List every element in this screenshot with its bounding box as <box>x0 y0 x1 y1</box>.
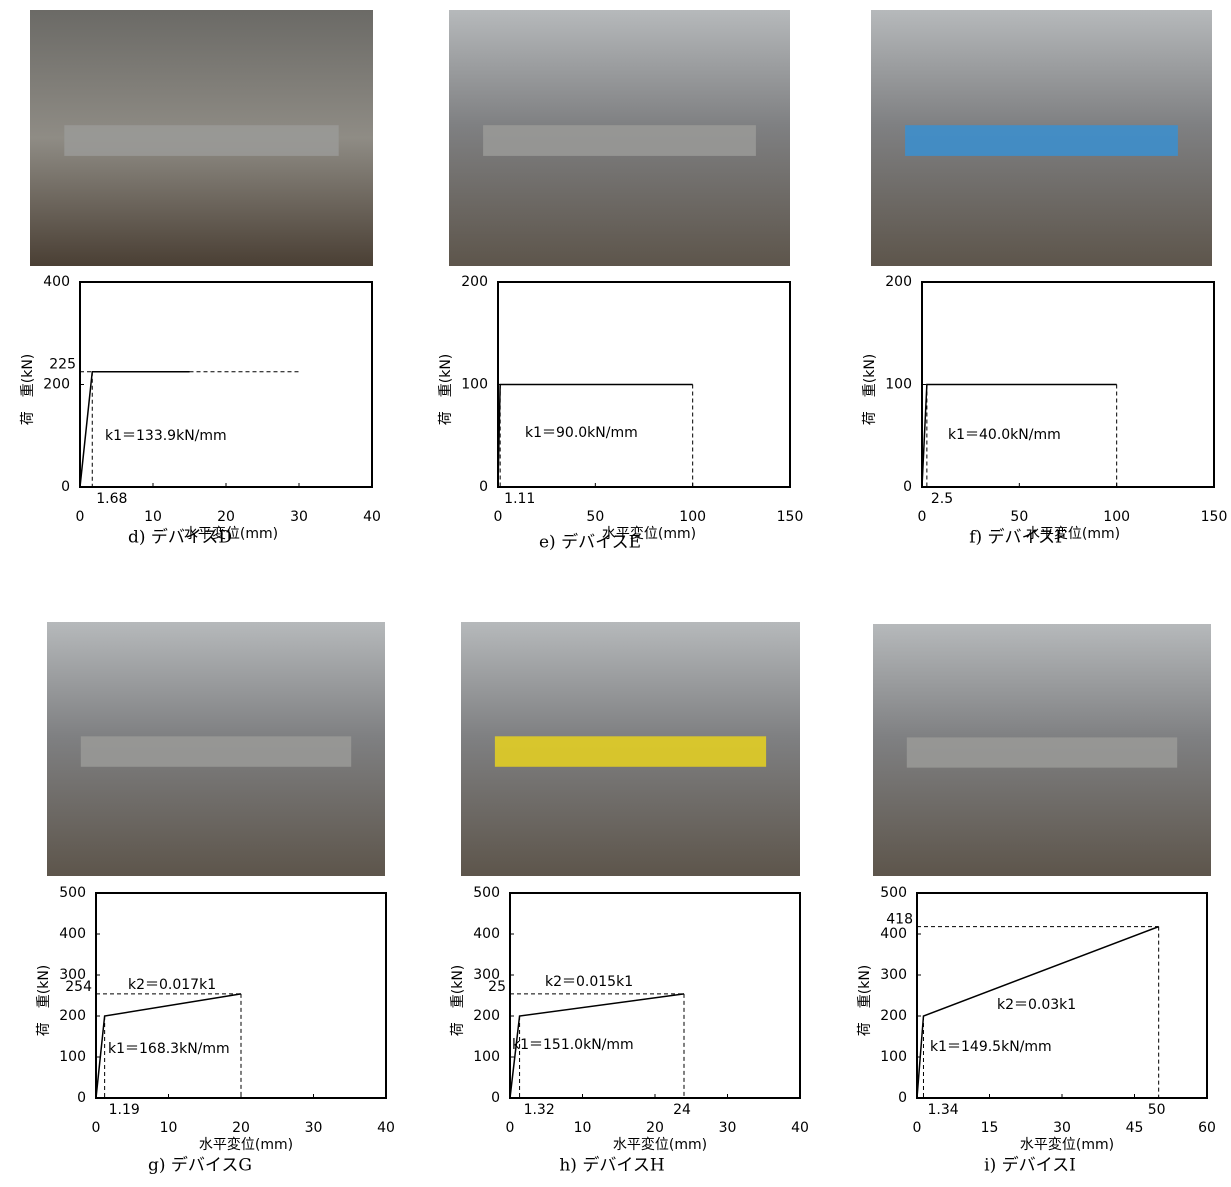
x-tick-label: 15 <box>981 1120 999 1136</box>
y-tick-label: 200 <box>59 1008 86 1024</box>
x-tick-label: 0 <box>494 509 503 525</box>
caption: i) デバイスI <box>984 1155 1076 1176</box>
y-marker-label: 418 <box>886 912 913 928</box>
x-marker-label: 1.34 <box>927 1102 958 1118</box>
x-marker-label: 24 <box>673 1102 691 1118</box>
annotation: k2＝0.017k1 <box>128 977 216 993</box>
y-axis-label: 荷 重(kN) <box>36 965 52 1037</box>
x-tick-label: 20 <box>217 509 235 525</box>
y-tick-label: 500 <box>59 885 86 901</box>
x-tick-label: 40 <box>791 1120 809 1136</box>
x-tick-label: 45 <box>1126 1120 1144 1136</box>
y-tick-label: 100 <box>473 1049 500 1065</box>
y-marker-label: 225 <box>49 357 76 373</box>
y-axis-label: 荷 重(kN) <box>450 965 466 1037</box>
x-tick-label: 30 <box>1053 1120 1071 1136</box>
photo-detail <box>483 125 756 156</box>
y-axis-label: 荷 重(kN) <box>857 965 873 1037</box>
y-tick-label: 0 <box>903 479 912 495</box>
x-tick-label: 40 <box>363 509 381 525</box>
x-tick-label: 60 <box>1198 1120 1216 1136</box>
annotation: k1＝90.0kN/mm <box>525 425 638 441</box>
y-tick-label: 500 <box>880 885 907 901</box>
y-axis-label: 荷 重(kN) <box>862 354 878 426</box>
y-tick-label: 400 <box>880 926 907 942</box>
y-tick-label: 400 <box>473 926 500 942</box>
x-marker-label: 1.19 <box>109 1102 140 1118</box>
annotation: k2＝0.015k1 <box>545 974 633 990</box>
caption: h) デバイスH <box>559 1155 664 1176</box>
y-axis-label: 荷 重(kN) <box>20 354 36 426</box>
x-axis-label: 水平変位(mm) <box>613 1136 707 1153</box>
x-tick-label: 20 <box>646 1120 664 1136</box>
x-marker-label: 50 <box>1148 1102 1166 1118</box>
photo-detail <box>905 125 1178 156</box>
caption: e) デバイスE <box>539 532 641 553</box>
y-tick-label: 200 <box>880 1008 907 1024</box>
x-tick-label: 30 <box>305 1120 323 1136</box>
x-tick-label: 50 <box>1010 509 1028 525</box>
y-tick-label: 100 <box>880 1049 907 1065</box>
x-tick-label: 150 <box>1201 509 1228 525</box>
x-tick-label: 150 <box>777 509 804 525</box>
x-tick-label: 0 <box>76 509 85 525</box>
x-tick-label: 40 <box>377 1120 395 1136</box>
photo-detail <box>495 736 766 766</box>
y-tick-label: 300 <box>880 967 907 983</box>
photo-detail <box>907 737 1177 767</box>
x-marker-label: 1.68 <box>96 491 127 507</box>
x-tick-label: 10 <box>574 1120 592 1136</box>
y-tick-label: 0 <box>479 479 488 495</box>
x-axis-label: 水平変位(mm) <box>199 1136 293 1153</box>
y-tick-label: 100 <box>59 1049 86 1065</box>
x-tick-label: 0 <box>506 1120 515 1136</box>
x-tick-label: 50 <box>586 509 604 525</box>
x-tick-label: 100 <box>679 509 706 525</box>
caption: d) デバイスD <box>128 527 232 548</box>
x-tick-label: 0 <box>913 1120 922 1136</box>
y-marker-label: 25 <box>488 979 506 995</box>
annotation: k1＝133.9kN/mm <box>105 428 227 444</box>
annotation: k1＝168.3kN/mm <box>108 1041 230 1057</box>
x-tick-label: 10 <box>144 509 162 525</box>
annotation: k1＝40.0kN/mm <box>948 427 1061 443</box>
y-tick-label: 0 <box>77 1090 86 1106</box>
y-tick-label: 200 <box>461 274 488 290</box>
x-marker-label: 1.11 <box>504 491 535 507</box>
caption: g) デバイスG <box>148 1155 252 1176</box>
x-marker-label: 1.32 <box>524 1102 555 1118</box>
y-tick-label: 0 <box>491 1090 500 1106</box>
y-tick-label: 200 <box>43 377 70 393</box>
annotation: k2＝0.03k1 <box>997 997 1076 1013</box>
x-tick-label: 30 <box>290 509 308 525</box>
x-marker-label: 2.5 <box>931 491 953 507</box>
x-tick-label: 0 <box>918 509 927 525</box>
photo-detail <box>81 736 351 766</box>
x-tick-label: 30 <box>719 1120 737 1136</box>
y-marker-label: 254 <box>65 979 92 995</box>
y-tick-label: 400 <box>59 926 86 942</box>
plot-frame <box>510 893 800 1098</box>
plot-frame <box>80 282 372 487</box>
y-tick-label: 500 <box>473 885 500 901</box>
figure: 01020304002004001.68225k1＝133.9kN/mm水平変位… <box>0 0 1231 1187</box>
plot-frame <box>917 893 1207 1098</box>
y-tick-label: 200 <box>885 274 912 290</box>
annotation: k1＝149.5kN/mm <box>930 1039 1052 1055</box>
x-tick-label: 20 <box>232 1120 250 1136</box>
y-tick-label: 100 <box>461 377 488 393</box>
photo-detail <box>64 125 338 156</box>
y-tick-label: 100 <box>885 377 912 393</box>
y-tick-label: 200 <box>473 1008 500 1024</box>
annotation: k1＝151.0kN/mm <box>512 1037 634 1053</box>
caption: f) デバイスF <box>969 527 1067 548</box>
x-tick-label: 10 <box>160 1120 178 1136</box>
y-tick-label: 0 <box>898 1090 907 1106</box>
y-tick-label: 0 <box>61 479 70 495</box>
x-tick-label: 100 <box>1103 509 1130 525</box>
x-tick-label: 0 <box>92 1120 101 1136</box>
y-axis-label: 荷 重(kN) <box>438 354 454 426</box>
x-axis-label: 水平変位(mm) <box>1020 1136 1114 1153</box>
y-tick-label: 400 <box>43 274 70 290</box>
